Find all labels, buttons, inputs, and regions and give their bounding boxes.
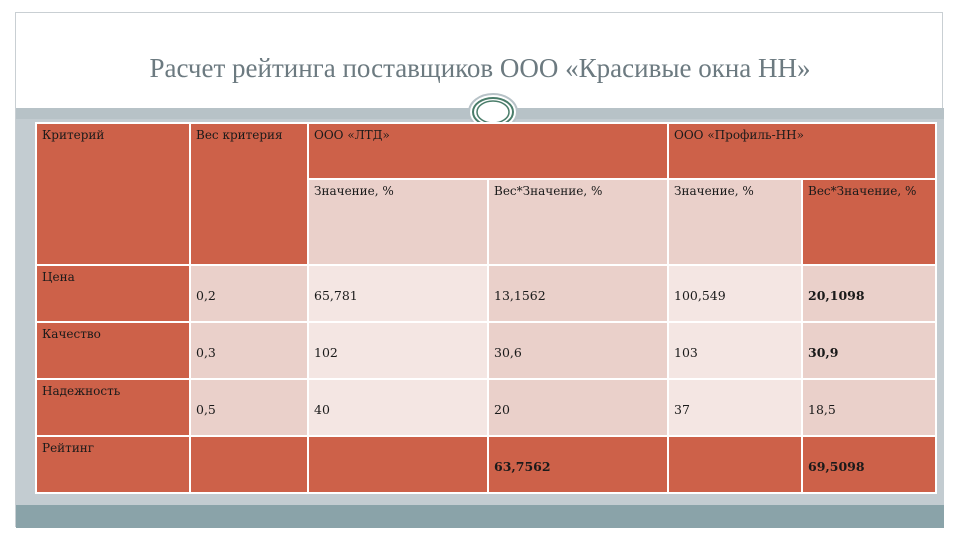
rating-ltd-value-empty (307, 435, 489, 494)
row-weight: 0,5 (189, 378, 309, 437)
header-ltd-value: Значение, % (307, 178, 489, 266)
header-supplier-profil: ООО «Профиль-НН» (667, 122, 937, 180)
slide-title: Расчет рейтинга поставщиков ООО «Красивы… (149, 53, 811, 83)
header-profil-value: Значение, % (667, 178, 803, 266)
row-profil-weighted: 30,9 (801, 321, 937, 380)
table-row: Цена 0,2 65,781 13,1562 100,549 20,1098 (35, 264, 937, 323)
row-profil-value: 103 (667, 321, 803, 380)
row-criterion: Качество (35, 321, 191, 380)
header-supplier-ltd: ООО «ЛТД» (307, 122, 669, 180)
row-weight: 0,2 (189, 264, 309, 323)
table-row: Качество 0,3 102 30,6 103 30,9 (35, 321, 937, 380)
row-profil-value: 37 (667, 378, 803, 437)
rating-table: Критерий Вес критерия ООО «ЛТД» ООО «Про… (35, 122, 937, 494)
rating-row: Рейтинг 63,7562 69,5098 (35, 435, 937, 494)
rating-profil-value-empty (667, 435, 803, 494)
rating-profil-total: 69,5098 (801, 435, 937, 494)
row-ltd-weighted: 20 (487, 378, 669, 437)
row-ltd-value: 65,781 (307, 264, 489, 323)
table-row: Надежность 0,5 40 20 37 18,5 (35, 378, 937, 437)
rating-ltd-total: 63,7562 (487, 435, 669, 494)
header-ltd-weighted: Вес*Значение, % (487, 178, 669, 266)
header-criterion: Критерий (35, 122, 191, 266)
row-profil-value: 100,549 (667, 264, 803, 323)
row-profil-weighted: 18,5 (801, 378, 937, 437)
row-weight: 0,3 (189, 321, 309, 380)
row-profil-weighted: 20,1098 (801, 264, 937, 323)
row-ltd-weighted: 13,1562 (487, 264, 669, 323)
row-ltd-value: 102 (307, 321, 489, 380)
row-criterion: Цена (35, 264, 191, 323)
rating-label: Рейтинг (35, 435, 191, 494)
row-ltd-value: 40 (307, 378, 489, 437)
header-weight: Вес критерия (189, 122, 309, 266)
footer-bar (16, 505, 944, 528)
header-profil-weighted: Вес*Значение, % (801, 178, 937, 266)
row-criterion: Надежность (35, 378, 191, 437)
row-ltd-weighted: 30,6 (487, 321, 669, 380)
rating-weight-empty (189, 435, 309, 494)
